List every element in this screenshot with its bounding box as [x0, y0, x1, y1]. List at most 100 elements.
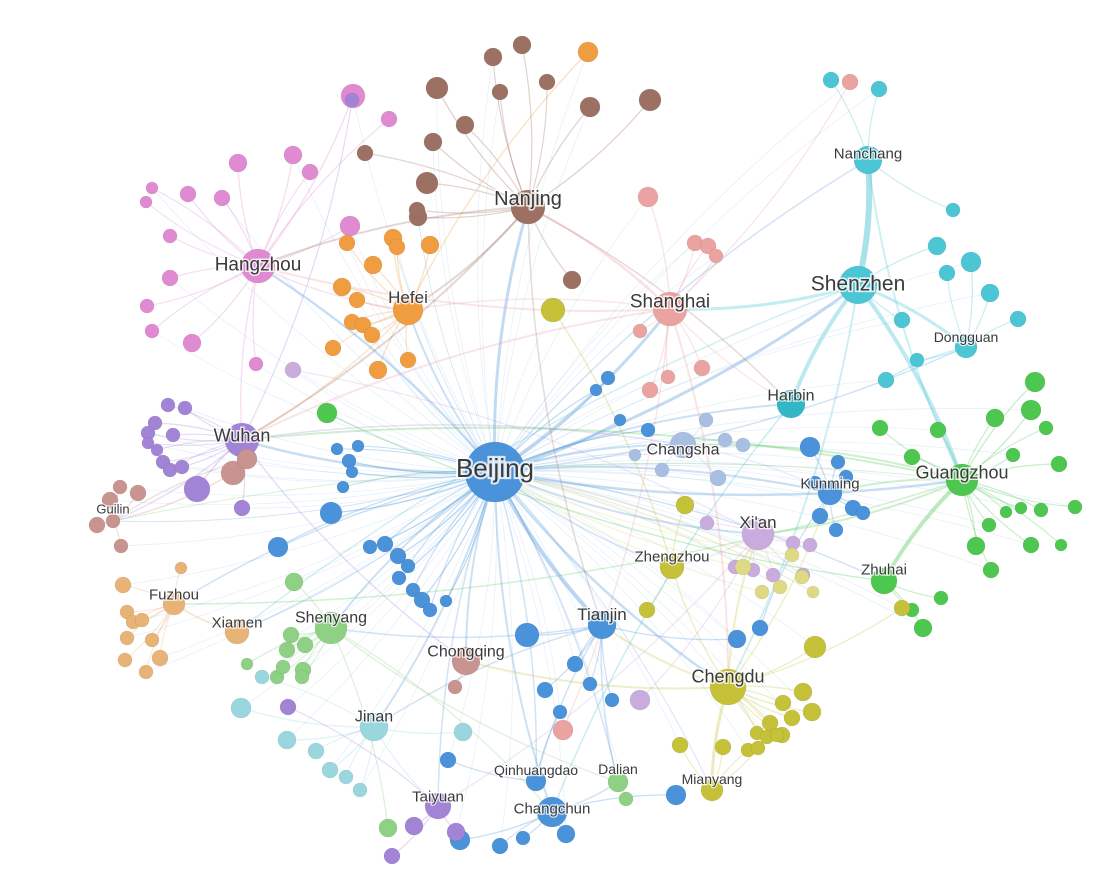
node-satellite[interactable] — [344, 92, 360, 108]
node-satellite[interactable] — [284, 572, 304, 592]
node-satellite[interactable] — [425, 76, 449, 100]
node-satellite[interactable] — [693, 359, 711, 377]
node-satellite[interactable] — [938, 264, 956, 282]
node-satellite[interactable] — [439, 594, 453, 608]
node-satellite[interactable] — [515, 830, 531, 846]
node-satellite[interactable] — [139, 298, 155, 314]
node-satellite[interactable] — [582, 676, 598, 692]
node-satellite[interactable] — [363, 326, 381, 344]
node-satellite[interactable] — [675, 495, 695, 515]
node-satellite[interactable] — [129, 484, 147, 502]
node-satellite[interactable] — [632, 323, 648, 339]
node-satellite[interactable] — [1022, 536, 1040, 554]
node-satellite[interactable] — [491, 837, 509, 855]
node-satellite[interactable] — [660, 369, 676, 385]
node-satellite[interactable] — [177, 400, 193, 416]
node-zhengzhou[interactable] — [659, 554, 685, 580]
node-satellite[interactable] — [637, 186, 659, 208]
node-satellite[interactable] — [316, 402, 338, 424]
node-satellite[interactable] — [708, 248, 724, 264]
node-satellite[interactable] — [638, 88, 662, 112]
node-satellite[interactable] — [893, 311, 911, 329]
node-satellite[interactable] — [855, 505, 871, 521]
node-satellite[interactable] — [165, 427, 181, 443]
node-chengdu[interactable] — [709, 668, 747, 706]
node-satellite[interactable] — [134, 612, 150, 628]
node-satellite[interactable] — [356, 144, 374, 162]
node-satellite[interactable] — [236, 448, 258, 470]
node-satellite[interactable] — [536, 681, 554, 699]
node-hangzhou[interactable] — [240, 248, 276, 284]
node-shenyang[interactable] — [314, 611, 348, 645]
node-satellite[interactable] — [540, 297, 566, 323]
node-satellite[interactable] — [447, 679, 463, 695]
node-satellite[interactable] — [638, 601, 656, 619]
node-satellite[interactable] — [162, 462, 178, 478]
node-satellite[interactable] — [380, 110, 398, 128]
node-satellite[interactable] — [750, 740, 766, 756]
node-qinhuangdao[interactable] — [525, 770, 547, 792]
node-satellite[interactable] — [698, 412, 714, 428]
node-guangzhou[interactable] — [945, 463, 979, 497]
node-satellite[interactable] — [282, 626, 300, 644]
node-satellite[interactable] — [913, 618, 933, 638]
node-satellite[interactable] — [182, 333, 202, 353]
node-satellite[interactable] — [336, 480, 350, 494]
node-satellite[interactable] — [240, 657, 254, 671]
node-satellite[interactable] — [927, 236, 947, 256]
node-satellite[interactable] — [981, 517, 997, 533]
node-satellite[interactable] — [600, 370, 616, 386]
node-satellite[interactable] — [213, 189, 231, 207]
node-satellite[interactable] — [966, 536, 986, 556]
node-satellite[interactable] — [378, 818, 398, 838]
node-satellite[interactable] — [822, 71, 840, 89]
node-satellite[interactable] — [640, 422, 656, 438]
node-satellite[interactable] — [577, 41, 599, 63]
node-changsha[interactable] — [669, 431, 697, 459]
node-satellite[interactable] — [999, 505, 1013, 519]
node-satellite[interactable] — [735, 437, 751, 453]
node-satellite[interactable] — [138, 664, 154, 680]
node-satellite[interactable] — [727, 629, 747, 649]
node-satellite[interactable] — [453, 722, 473, 742]
node-satellite[interactable] — [283, 145, 303, 165]
node-satellite[interactable] — [960, 251, 982, 273]
node-satellite[interactable] — [784, 547, 800, 563]
node-satellite[interactable] — [1054, 538, 1068, 552]
node-satellite[interactable] — [870, 80, 888, 98]
node-satellite[interactable] — [233, 499, 251, 517]
node-satellite[interactable] — [301, 163, 319, 181]
node-satellite[interactable] — [162, 228, 178, 244]
node-satellite[interactable] — [420, 235, 440, 255]
node-xi-an[interactable] — [741, 517, 775, 551]
node-satellite[interactable] — [376, 535, 394, 553]
node-satellite[interactable] — [514, 622, 540, 648]
node-satellite[interactable] — [871, 419, 889, 437]
node-satellite[interactable] — [980, 283, 1000, 303]
node-satellite[interactable] — [161, 269, 179, 287]
node-taiyuan[interactable] — [424, 792, 452, 820]
node-satellite[interactable] — [793, 682, 813, 702]
node-satellite[interactable] — [422, 602, 438, 618]
node-jinan[interactable] — [359, 712, 389, 742]
node-satellite[interactable] — [841, 73, 859, 91]
node-satellite[interactable] — [112, 479, 128, 495]
node-nanjing[interactable] — [510, 189, 546, 225]
node-satellite[interactable] — [1024, 371, 1046, 393]
node-satellite[interactable] — [709, 469, 727, 487]
node-fuzhou[interactable] — [162, 592, 186, 616]
node-satellite[interactable] — [765, 567, 781, 583]
node-satellite[interactable] — [671, 736, 689, 754]
node-satellite[interactable] — [1014, 501, 1028, 515]
node-satellite[interactable] — [341, 453, 357, 469]
node-satellite[interactable] — [877, 371, 895, 389]
node-satellite[interactable] — [275, 659, 291, 675]
node-satellite[interactable] — [230, 697, 252, 719]
node-satellite[interactable] — [783, 709, 801, 727]
node-satellite[interactable] — [220, 460, 246, 486]
node-satellite[interactable] — [446, 822, 466, 842]
node-satellite[interactable] — [629, 689, 651, 711]
node-satellite[interactable] — [512, 35, 532, 55]
node-satellite[interactable] — [399, 351, 417, 369]
node-satellite[interactable] — [552, 719, 574, 741]
